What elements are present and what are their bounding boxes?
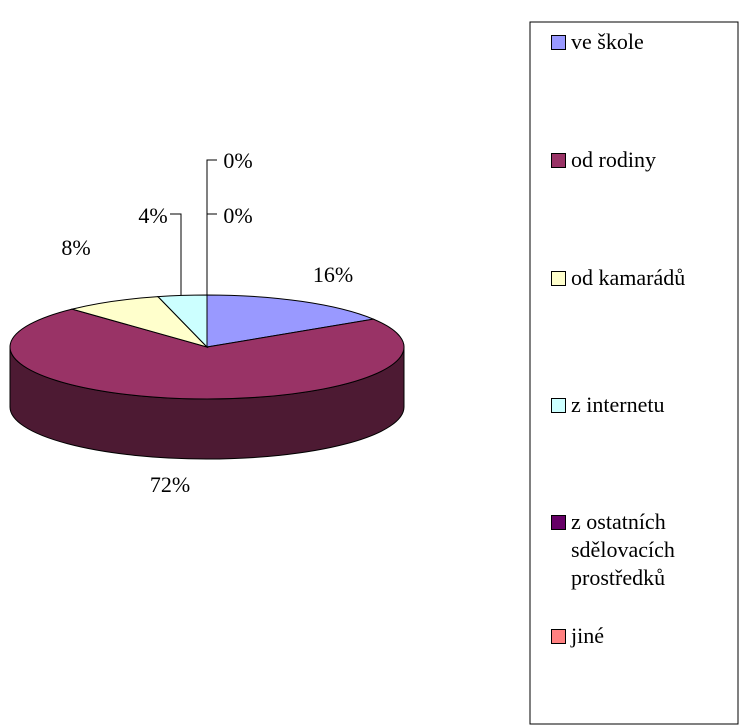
leader-line xyxy=(206,213,217,296)
legend-label: od kamarádů xyxy=(571,265,686,290)
pie-slice xyxy=(206,294,376,348)
legend-item: od rodiny xyxy=(551,146,721,174)
legend-item: od kamarádů xyxy=(551,264,721,292)
legend-swatch xyxy=(551,515,566,530)
pie xyxy=(9,294,405,460)
legend-swatch xyxy=(551,398,566,413)
leader-line xyxy=(170,213,182,298)
legend-item: z internetu xyxy=(551,391,721,419)
data-label: 4% xyxy=(138,203,167,228)
legend-item: jiné xyxy=(551,622,721,650)
legend-swatch xyxy=(551,271,566,286)
legend-box xyxy=(529,21,739,725)
legend-label: ve škole xyxy=(571,29,644,54)
legend-item: z ostatních sdělovacích prostředků xyxy=(551,508,721,592)
legend-swatch xyxy=(551,153,566,168)
data-label: 72% xyxy=(150,472,190,497)
data-label: 0% xyxy=(223,203,252,228)
data-label: 8% xyxy=(61,235,90,260)
legend-swatch xyxy=(551,629,566,644)
pie-slice xyxy=(156,294,208,349)
pie-slice xyxy=(9,308,405,400)
legend-item: ve škole xyxy=(551,28,721,56)
legend-label: z ostatních sdělovacích prostředků xyxy=(571,509,675,590)
legend-label: jiné xyxy=(571,623,604,648)
legend-swatch xyxy=(551,35,566,50)
legend-label: od rodiny xyxy=(571,147,656,172)
data-label: 0% xyxy=(223,148,252,173)
pie-slice xyxy=(70,296,209,348)
leader-line xyxy=(206,159,217,214)
legend-label: z internetu xyxy=(571,392,665,417)
data-label: 16% xyxy=(313,262,353,287)
